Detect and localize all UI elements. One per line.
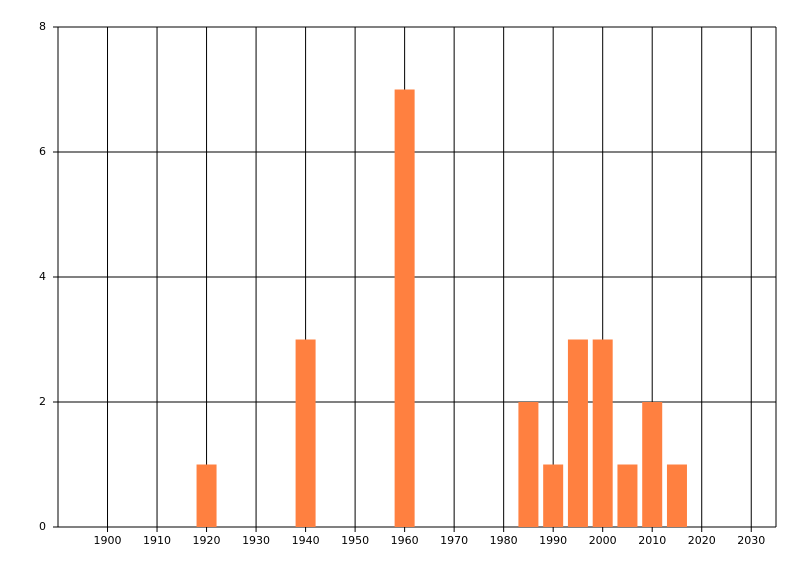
bar: [518, 402, 539, 527]
bar: [617, 464, 638, 527]
bar: [295, 339, 316, 527]
y-tick-label: 6: [39, 145, 46, 158]
x-tick-label: 2030: [737, 534, 765, 547]
x-tick-label: 2000: [589, 534, 617, 547]
x-tick-label: 1980: [490, 534, 518, 547]
bar: [543, 464, 564, 527]
bar: [666, 464, 687, 527]
x-tick-label: 1960: [391, 534, 419, 547]
bar: [567, 339, 588, 527]
y-tick-label: 8: [39, 20, 46, 33]
x-tick-label: 1970: [440, 534, 468, 547]
bar: [592, 339, 613, 527]
x-tick-label: 1930: [242, 534, 270, 547]
x-tick-label: 2020: [688, 534, 716, 547]
x-tick-label: 1920: [193, 534, 221, 547]
bar: [196, 464, 217, 527]
x-tick-label: 1940: [292, 534, 320, 547]
y-tick-label: 0: [39, 520, 46, 533]
x-tick-label: 1910: [143, 534, 171, 547]
x-tick-label: 1900: [94, 534, 122, 547]
x-tick-label: 1950: [341, 534, 369, 547]
y-tick-label: 2: [39, 395, 46, 408]
bar: [394, 89, 415, 527]
x-tick-label: 2010: [638, 534, 666, 547]
y-tick-label: 4: [39, 270, 46, 283]
x-tick-label: 1990: [539, 534, 567, 547]
bar: [642, 402, 663, 527]
